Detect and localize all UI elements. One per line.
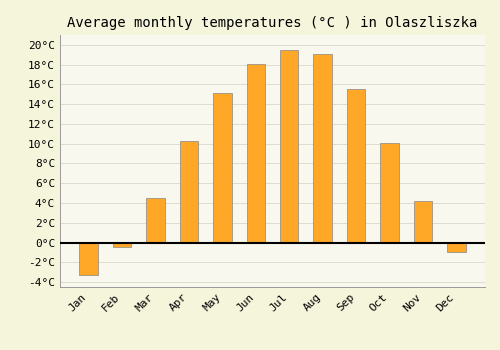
Title: Average monthly temperatures (°C ) in Olaszliszka: Average monthly temperatures (°C ) in Ol… <box>68 16 478 30</box>
Bar <box>80 243 98 275</box>
Bar <box>448 243 466 252</box>
Bar <box>180 141 198 243</box>
Bar <box>347 89 366 243</box>
Bar <box>414 201 432 243</box>
Bar <box>314 54 332 243</box>
Bar <box>146 198 165 243</box>
Bar <box>113 243 131 247</box>
Bar <box>380 143 399 243</box>
Bar <box>280 50 298 243</box>
Bar <box>213 93 232 243</box>
Bar <box>246 64 265 243</box>
